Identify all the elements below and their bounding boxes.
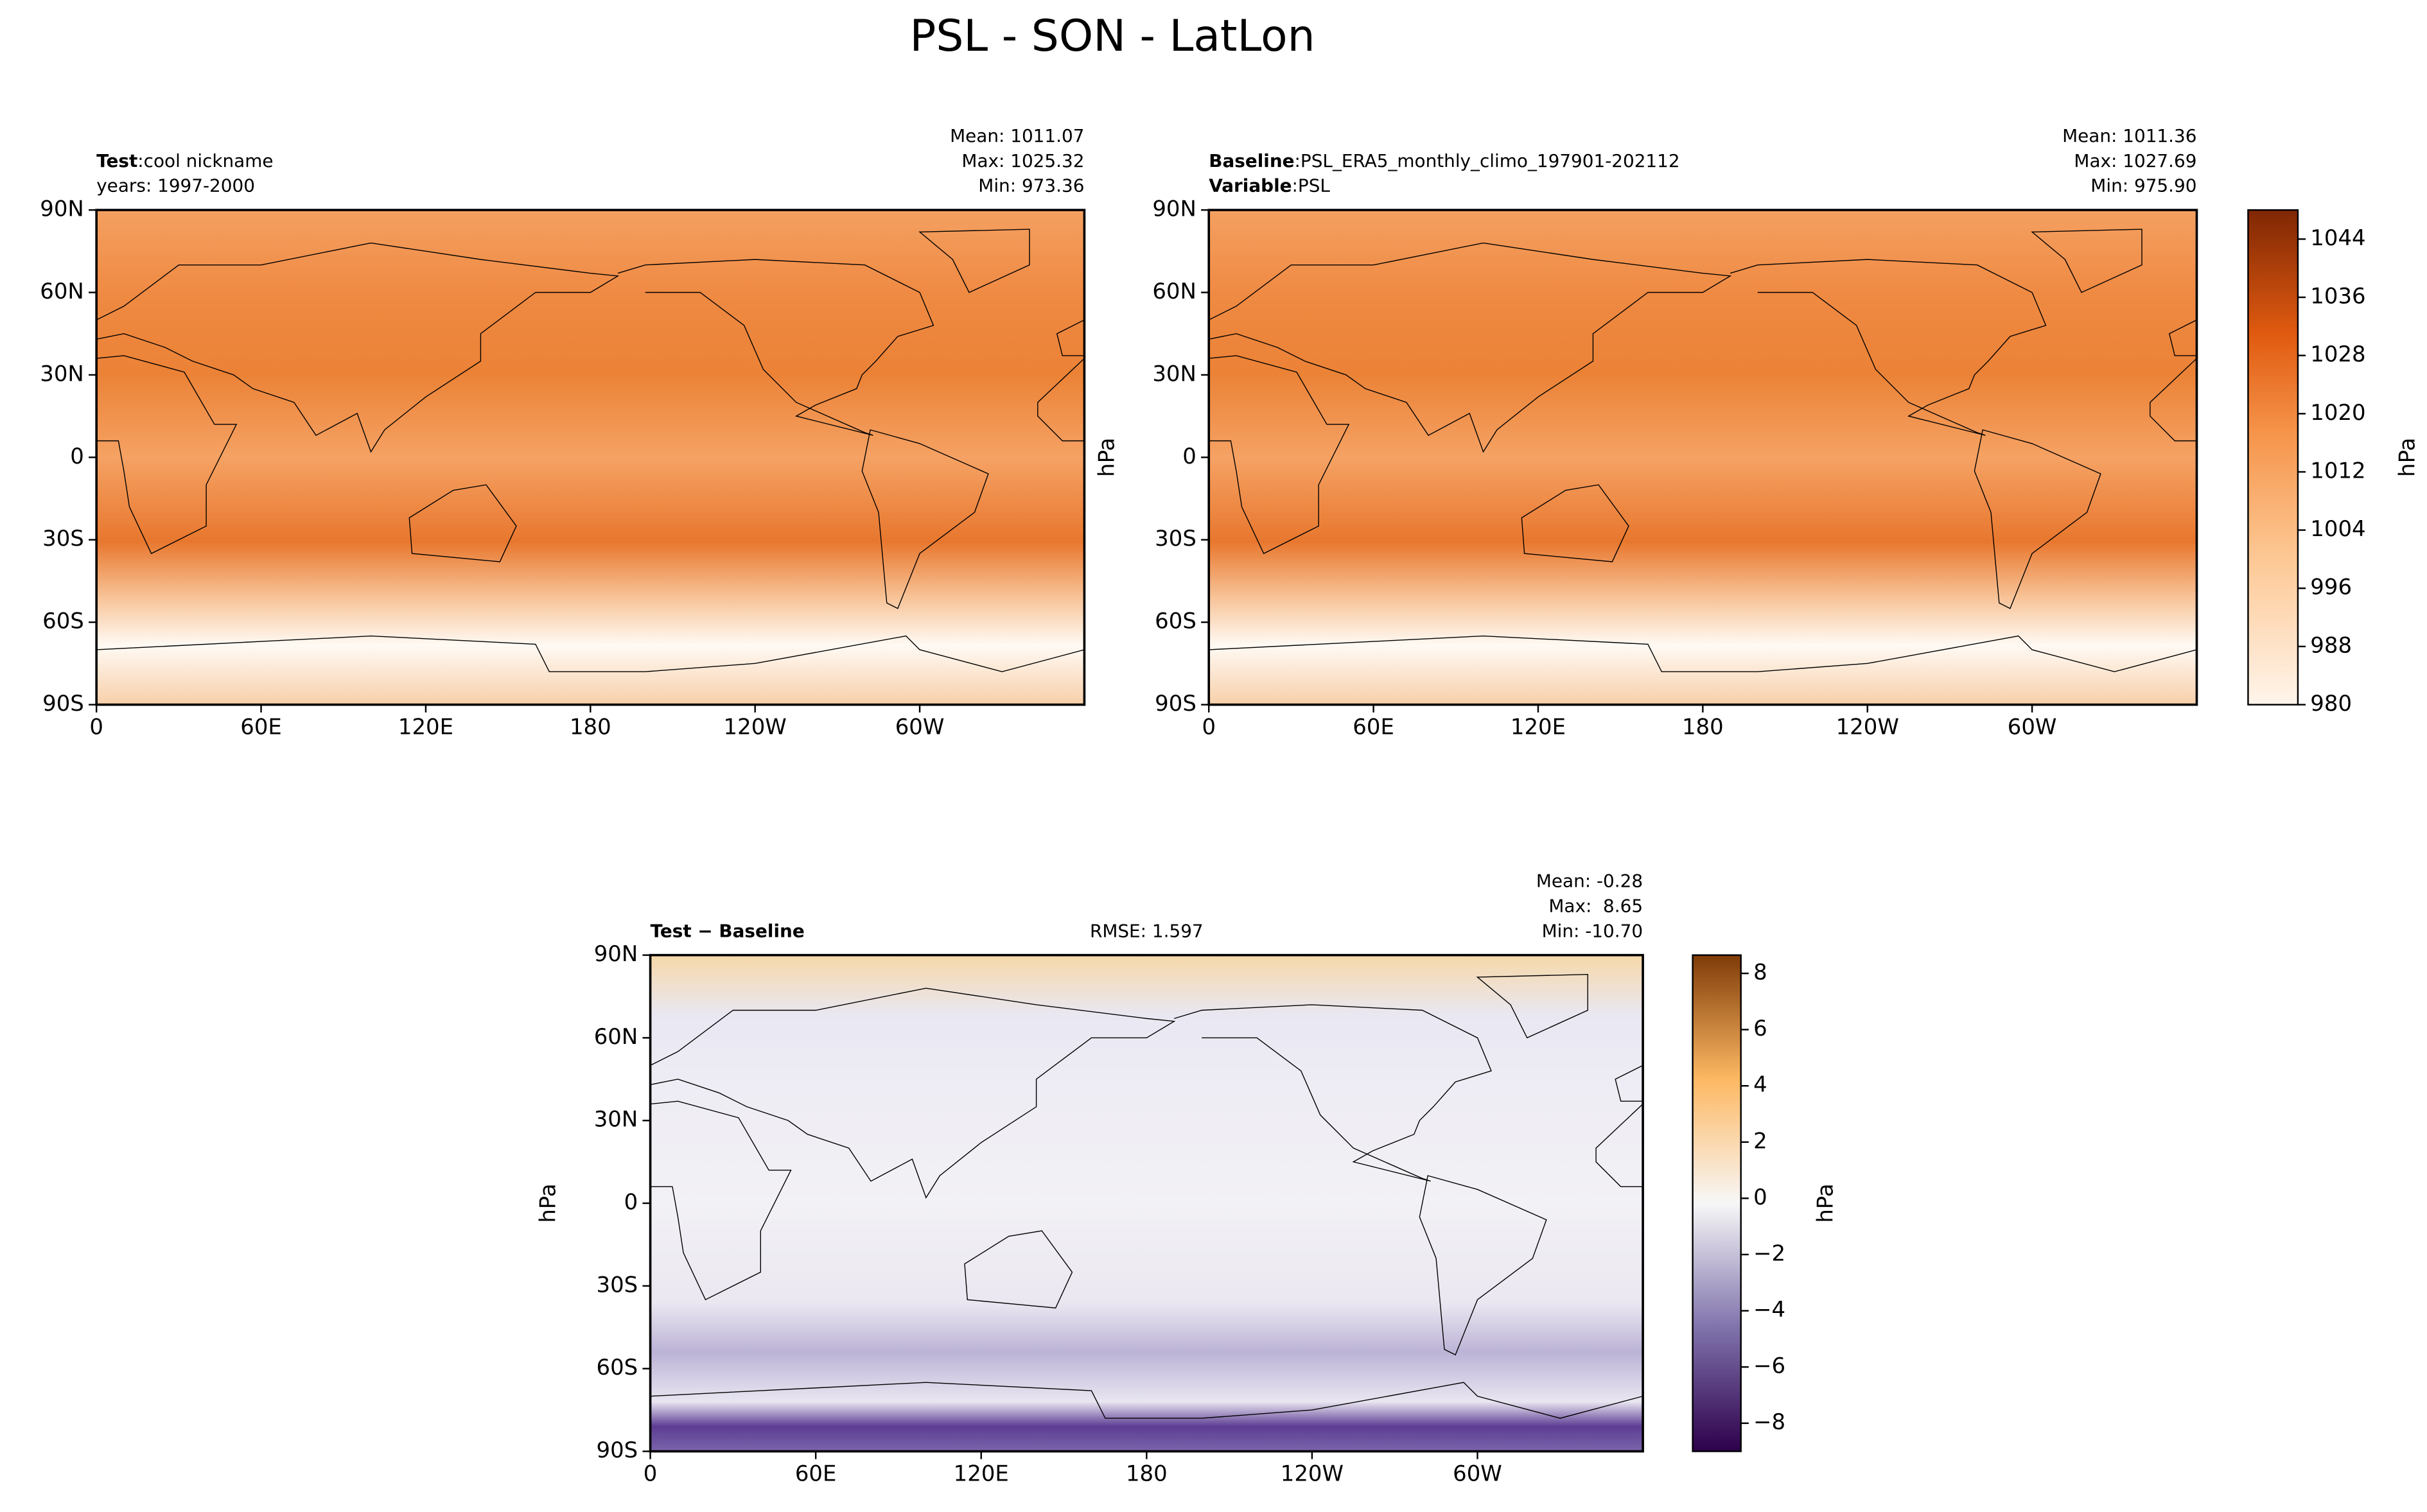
panel: 0 60E 120E 180 120W 60W 90N 60N 30N 0 30S 60S 90S Bas… (1094, 125, 2419, 739)
y-tick-label: 0 (1182, 444, 1196, 469)
y-tick-label: 30S (42, 526, 84, 551)
label-bold: Test (96, 150, 137, 171)
x-tick-label: 120E (1511, 714, 1566, 739)
y-tick-label: 60S (597, 1355, 638, 1380)
colorbar-tick-label: 996 (2310, 575, 2352, 600)
panel-label: Test:cool nickname (96, 150, 273, 171)
colorbar-tick-label: 1012 (2310, 458, 2365, 483)
x-tick-label: 0 (89, 714, 103, 739)
panel-label: Baseline:PSL_ERA5_monthly_climo_197901-2… (1209, 150, 1679, 171)
x-tick-label: 180 (570, 714, 611, 739)
y-axis-label: hPa (536, 1183, 561, 1222)
y-tick-label: 60N (1152, 279, 1196, 304)
y-axis-label: hPa (1094, 438, 1119, 477)
colorbar-tick-label: −2 (1753, 1240, 1785, 1265)
panel: 0 60E 120E 180 120W 60W 90N 60N 30N 0 30S 60S 90S Tes… (536, 871, 1838, 1486)
y-tick-label: 90S (597, 1438, 638, 1463)
y-tick-label: 60N (40, 279, 84, 304)
field (650, 955, 1643, 1452)
stat: Max: 8.65 (1548, 896, 1643, 917)
colorbar-tick-label: −4 (1753, 1297, 1785, 1322)
x-tick-label: 60W (1453, 1461, 1502, 1486)
colorbar (2247, 209, 2299, 706)
x-tick-label: 0 (644, 1461, 658, 1486)
label-bold: Baseline (1209, 150, 1294, 171)
label-bold: Variable (1209, 175, 1292, 196)
colorbar-tick-label: 0 (1753, 1185, 1767, 1210)
label-text: years: 1997-2000 (96, 175, 255, 196)
y-tick-label: 0 (70, 444, 84, 469)
y-tick-label: 60N (594, 1024, 638, 1049)
x-tick-label: 60W (2008, 714, 2057, 739)
stat: Min: 973.36 (978, 175, 1084, 196)
y-tick-label: 30N (1152, 361, 1196, 386)
x-tick-label: 180 (1682, 714, 1724, 739)
x-tick-label: 180 (1126, 1461, 1168, 1486)
colorbar-tick-label: −6 (1753, 1353, 1785, 1378)
y-tick-label: 90N (594, 941, 638, 966)
y-tick-label: 30N (40, 361, 84, 386)
x-tick-label: 60W (895, 714, 945, 739)
x-tick-label: 120W (724, 714, 787, 739)
field (1209, 210, 2197, 705)
x-tick-label: 0 (1202, 714, 1216, 739)
colorbar-tick-label: 1004 (2310, 516, 2365, 541)
colorbar-tick-label: 1028 (2310, 342, 2365, 367)
stat: Mean: -0.28 (1536, 871, 1643, 892)
colorbar-tick-label: 4 (1753, 1072, 1767, 1097)
stat: Min: 975.90 (2090, 175, 2196, 196)
label-text: :cool nickname (137, 150, 273, 171)
label-text: :PSL (1292, 175, 1331, 196)
panel-label: Test − Baseline (651, 920, 805, 941)
x-tick-label: 60E (1353, 714, 1394, 739)
stat: Max: 1025.32 (961, 150, 1084, 171)
colorbar-tick-label: 1044 (2310, 225, 2365, 250)
colorbar-tick-label: 1036 (2310, 284, 2365, 309)
y-tick-label: 90S (1155, 691, 1196, 716)
colorbar-label: hPa (2394, 438, 2419, 477)
y-tick-label: 30S (597, 1272, 638, 1297)
y-tick-label: 90N (40, 196, 84, 222)
field (96, 210, 1085, 705)
colorbar-tick-label: 6 (1753, 1016, 1767, 1041)
panel-label: years: 1997-2000 (96, 175, 255, 196)
y-tick-label: 60S (1155, 609, 1196, 634)
stat: Mean: 1011.36 (2062, 125, 2196, 146)
colorbar-label: hPa (1812, 1183, 1837, 1222)
colorbar-tick-label: 8 (1753, 960, 1767, 985)
label-bold: Test − Baseline (651, 920, 805, 941)
colorbar-tick-label: 980 (2310, 691, 2352, 716)
rmse: RMSE: 1.597 (1090, 920, 1204, 941)
y-tick-label: 60S (42, 609, 84, 634)
x-tick-label: 120W (1836, 714, 1899, 739)
y-tick-label: 0 (624, 1190, 638, 1215)
label-text: :PSL_ERA5_monthly_climo_197901-202112 (1295, 150, 1680, 171)
colorbar (1692, 954, 1742, 1452)
x-tick-label: 60E (795, 1461, 837, 1486)
colorbar-tick-label: 988 (2310, 632, 2352, 657)
y-tick-label: 90N (1152, 196, 1196, 222)
colorbar-tick-label: −8 (1753, 1409, 1785, 1434)
colorbar-tick-label: 2 (1753, 1128, 1767, 1153)
stat: Max: 1027.69 (2074, 150, 2196, 171)
y-tick-label: 90S (42, 691, 84, 716)
stat: Min: -10.70 (1542, 920, 1643, 941)
figure-title: PSL - SON - LatLon (909, 10, 1315, 61)
y-tick-label: 30S (1155, 526, 1196, 551)
colorbar-tick-label: 1020 (2310, 400, 2365, 425)
y-tick-label: 30N (594, 1107, 638, 1132)
stat: Mean: 1011.07 (950, 125, 1084, 146)
panel-label: Variable:PSL (1209, 175, 1330, 196)
x-tick-label: 120E (398, 714, 453, 739)
x-tick-label: 120E (954, 1461, 1009, 1486)
panel: 0 60E 120E 180 120W 60W 90N 60N 30N 0 30S 60S 90S Tes… (40, 125, 1086, 739)
x-tick-label: 120W (1281, 1461, 1344, 1486)
x-tick-label: 60E (240, 714, 282, 739)
